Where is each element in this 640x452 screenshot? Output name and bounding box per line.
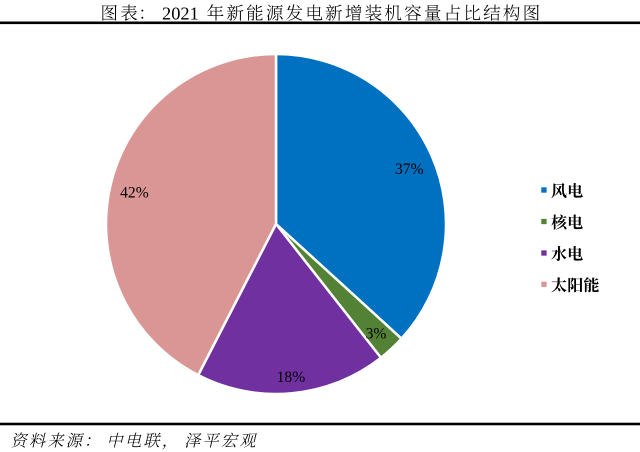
svg-text:37%: 37% (395, 161, 424, 178)
svg-text:18%: 18% (277, 369, 306, 386)
svg-text:3%: 3% (366, 326, 387, 343)
svg-text:2021: 2021 (162, 4, 199, 24)
svg-text:42%: 42% (120, 185, 149, 202)
